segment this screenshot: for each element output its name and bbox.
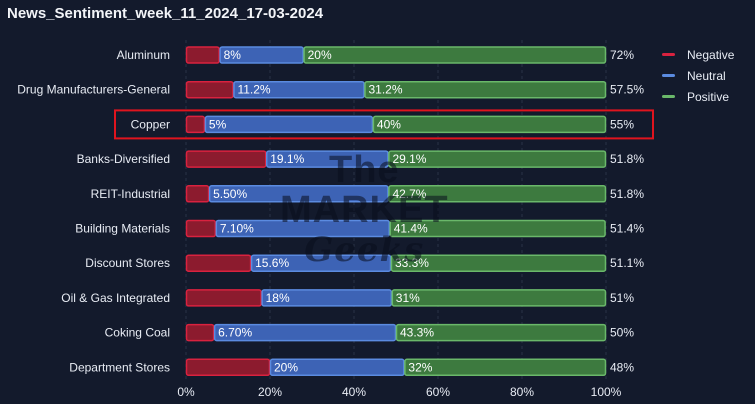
- x-tick-label: 40%: [342, 385, 366, 399]
- chart-title: News_Sentiment_week_11_2024_17-03-2024: [7, 5, 324, 22]
- bar-segment-positive: [390, 254, 607, 272]
- bar-data-label: 29.1%: [392, 152, 426, 166]
- bar-end-label: 48%: [610, 360, 634, 374]
- bar-data-label: 5.50%: [213, 187, 247, 201]
- legend-swatch-neutral: [662, 74, 675, 77]
- bar-segment-neutral: [265, 150, 389, 168]
- bar-segment-neutral: [250, 254, 392, 272]
- bar-end-label: 55%: [610, 117, 634, 131]
- watermark-line-2: MARKET: [280, 189, 449, 231]
- watermark-logo: The MARKET Geeks: [280, 150, 449, 270]
- bar-segment-positive: [404, 358, 607, 377]
- bar-segment-positive: [388, 185, 607, 203]
- bar-end-label: 57.5%: [610, 83, 644, 97]
- category-label: Discount Stores: [85, 256, 170, 270]
- legend-swatch-negative: [662, 53, 675, 56]
- legend-item-positive[interactable]: Positive: [662, 86, 734, 107]
- bar-segment-positive: [303, 46, 607, 64]
- bar-segment-negative: [185, 289, 262, 307]
- bar-segment-negative: [185, 46, 220, 64]
- bar-segment-neutral: [233, 80, 365, 99]
- category-label: Copper: [131, 117, 170, 131]
- bar-segment-negative: [185, 80, 234, 99]
- x-tick-label: 60%: [426, 385, 450, 399]
- bar-data-label: 31%: [396, 291, 420, 305]
- category-label: Banks-Diversified: [77, 152, 170, 166]
- category-label: Oil & Gas Integrated: [61, 291, 170, 305]
- category-label: Aluminum: [117, 48, 170, 62]
- bar-data-label: 32%: [408, 360, 432, 374]
- legend-item-neutral[interactable]: Neutral: [662, 65, 734, 86]
- bar-segment-positive: [389, 219, 606, 238]
- x-tick-label: 20%: [258, 385, 282, 399]
- bar-segment-positive: [391, 289, 607, 307]
- bar-segment-neutral: [261, 289, 393, 307]
- bar-segment-positive: [372, 115, 607, 134]
- x-tick-label: 0%: [177, 385, 195, 399]
- bar-segment-negative: [185, 219, 217, 238]
- bar-segment-positive: [395, 323, 607, 342]
- bar-data-label: 40%: [377, 117, 401, 131]
- category-label: REIT-Industrial: [91, 187, 170, 201]
- category-label: Drug Manufacturers-General: [17, 83, 170, 97]
- category-label: Department Stores: [69, 360, 170, 374]
- bar-data-label: 19.1%: [270, 152, 304, 166]
- bar-segment-neutral: [208, 185, 389, 203]
- bar-data-label: 41.4%: [394, 222, 428, 236]
- bar-end-label: 50%: [610, 326, 634, 340]
- legend-label-positive: Positive: [687, 89, 730, 104]
- bar-segment-negative: [185, 358, 271, 377]
- x-tick-label: 80%: [510, 385, 534, 399]
- legend-item-negative[interactable]: Negative: [662, 44, 734, 65]
- bar-segment-neutral: [219, 46, 304, 64]
- bar-end-label: 51.1%: [610, 256, 644, 270]
- bar-end-label: 72%: [610, 48, 634, 62]
- highlight-box: [114, 109, 654, 140]
- legend[interactable]: Negative Neutral Positive: [662, 44, 734, 107]
- bar-data-label: 7.10%: [220, 222, 254, 236]
- watermark-line-3: Geeks: [304, 230, 425, 270]
- bar-data-label: 18%: [266, 291, 290, 305]
- bar-end-label: 51.8%: [610, 152, 644, 166]
- bar-segment-negative: [185, 254, 252, 272]
- bar-segment-positive: [364, 80, 607, 99]
- watermark-line-1: The: [328, 149, 400, 191]
- bar-data-label: 8%: [224, 48, 242, 62]
- bar-segment-positive: [388, 150, 607, 168]
- category-label: Coking Coal: [105, 326, 170, 340]
- bar-segment-negative: [185, 150, 267, 168]
- bar-segment-neutral: [269, 358, 405, 377]
- bar-data-label: 33.3%: [395, 256, 429, 270]
- bar-end-label: 51.4%: [610, 222, 644, 236]
- legend-swatch-positive: [662, 95, 675, 98]
- bar-data-label: 43.3%: [400, 326, 434, 340]
- legend-label-negative: Negative: [687, 47, 735, 62]
- bar-data-label: 11.2%: [237, 83, 270, 97]
- category-label: Building Materials: [75, 222, 170, 236]
- bar-data-label: 31.2%: [369, 83, 403, 97]
- bar-data-label: 20%: [308, 48, 332, 62]
- bar-data-label: 15.6%: [255, 256, 289, 270]
- bar-segment-neutral: [213, 323, 397, 342]
- x-tick-label: 100%: [591, 385, 622, 399]
- bar-data-label: 20%: [274, 360, 298, 374]
- legend-label-neutral: Neutral: [687, 68, 726, 83]
- bar-segment-neutral: [215, 219, 390, 238]
- bar-segment-negative: [185, 185, 210, 203]
- bar-segment-negative: [185, 115, 206, 134]
- bar-data-label: 5%: [209, 117, 227, 131]
- bar-end-label: 51%: [610, 291, 634, 305]
- bar-data-label: 42.7%: [392, 187, 426, 201]
- bar-segment-neutral: [204, 115, 374, 134]
- bar-segment-negative: [185, 323, 215, 342]
- bar-end-label: 51.8%: [610, 187, 644, 201]
- bar-data-label: 6.70%: [218, 326, 252, 340]
